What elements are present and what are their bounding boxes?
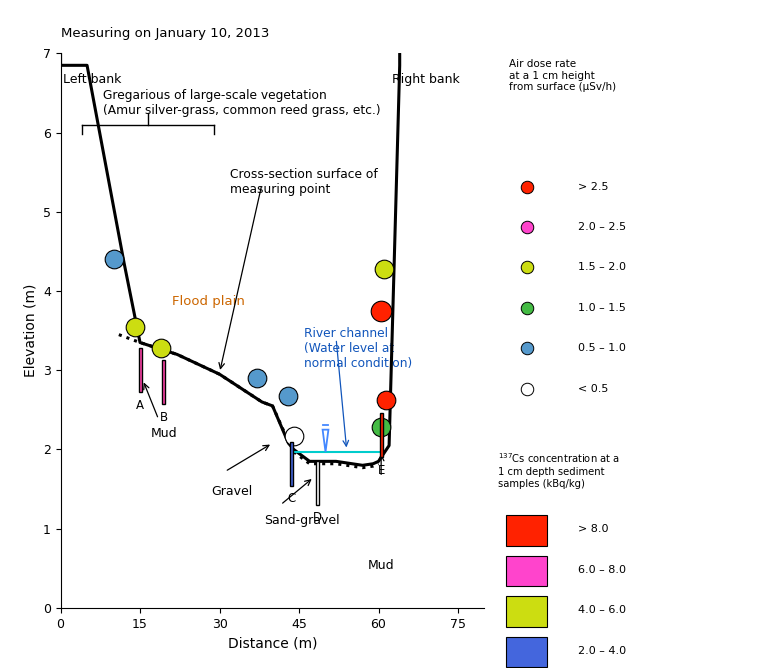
Text: Measuring on January 10, 2013: Measuring on January 10, 2013: [61, 27, 269, 39]
Bar: [506, 515, 547, 546]
Text: > 2.5: > 2.5: [578, 182, 609, 192]
Bar: [139, 348, 142, 392]
Point: [375, 305, 388, 316]
Text: > 8.0: > 8.0: [578, 524, 609, 534]
Text: E: E: [378, 464, 385, 477]
Text: Sand-gravel: Sand-gravel: [265, 514, 340, 528]
Bar: [506, 597, 547, 627]
Bar: [506, 637, 547, 667]
Text: 0.5 – 1.0: 0.5 – 1.0: [578, 343, 626, 353]
Text: 1.5 – 2.0: 1.5 – 2.0: [578, 263, 626, 273]
Y-axis label: Elevation (m): Elevation (m): [23, 284, 37, 377]
Text: B: B: [160, 411, 168, 424]
Bar: [290, 442, 292, 486]
Text: Mud: Mud: [368, 559, 394, 572]
Text: A: A: [136, 399, 144, 411]
Text: D: D: [313, 511, 322, 524]
Text: Cross-section surface of
measuring point: Cross-section surface of measuring point: [230, 168, 378, 196]
Text: Air dose rate
at a 1 cm height
from surface (μSv/h): Air dose rate at a 1 cm height from surf…: [509, 59, 616, 92]
X-axis label: Distance (m): Distance (m): [228, 636, 317, 650]
Bar: [380, 413, 382, 458]
Text: Mud: Mud: [151, 428, 177, 440]
Point: [378, 264, 390, 275]
Text: 2.0 – 2.5: 2.0 – 2.5: [578, 222, 626, 232]
Bar: [163, 360, 165, 404]
Point: [129, 321, 141, 332]
Point: [381, 395, 393, 405]
Text: C: C: [287, 492, 295, 505]
Point: [155, 343, 167, 353]
Text: 1.0 – 1.5: 1.0 – 1.5: [578, 303, 626, 313]
Text: 6.0 – 8.0: 6.0 – 8.0: [578, 564, 626, 574]
Text: 2.0 – 4.0: 2.0 – 4.0: [578, 645, 626, 655]
Text: Left bank: Left bank: [64, 73, 122, 86]
Text: $^{137}$Cs concentration at a
1 cm depth sediment
samples (kBq/kg): $^{137}$Cs concentration at a 1 cm depth…: [498, 452, 621, 488]
Text: River channel
(Water level at
normal condition): River channel (Water level at normal con…: [304, 327, 413, 369]
Text: Flood plain: Flood plain: [172, 295, 245, 309]
Text: 4.0 – 6.0: 4.0 – 6.0: [578, 605, 626, 615]
Point: [282, 390, 294, 401]
Text: Gravel: Gravel: [212, 485, 253, 498]
Text: < 0.5: < 0.5: [578, 384, 609, 394]
Bar: [316, 460, 319, 505]
Point: [107, 254, 120, 265]
Text: Right bank: Right bank: [392, 73, 459, 86]
Point: [288, 431, 300, 442]
Point: [375, 422, 388, 433]
Text: Gregarious of large-scale vegetation
(Amur silver-grass, common reed grass, etc.: Gregarious of large-scale vegetation (Am…: [103, 89, 381, 117]
Point: [251, 373, 263, 383]
Bar: [506, 556, 547, 587]
